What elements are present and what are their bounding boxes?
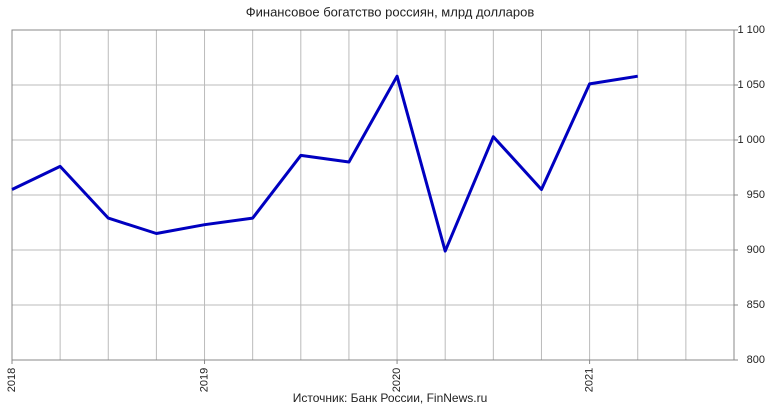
x-tick-label: 2021 [584,368,596,392]
x-tick-label: 2019 [198,368,210,392]
y-tick-label: 1 050 [737,79,765,91]
plot-frame [11,29,735,361]
y-tick-label: 1 100 [737,24,765,36]
y-tick-label: 900 [747,244,765,256]
y-tick-label: 800 [747,354,765,366]
x-tick-label: 2020 [391,368,403,392]
y-tick-label: 950 [747,189,765,201]
source-note: Источник: Банк России, FinNews.ru [293,391,488,405]
line-series [11,74,638,253]
x-tick-label: 2018 [6,368,18,392]
chart-title: Финансовое богатство россиян, млрд долла… [246,4,535,19]
y-tick-label: 850 [747,299,765,311]
y-tick-label: 1 000 [737,134,765,146]
